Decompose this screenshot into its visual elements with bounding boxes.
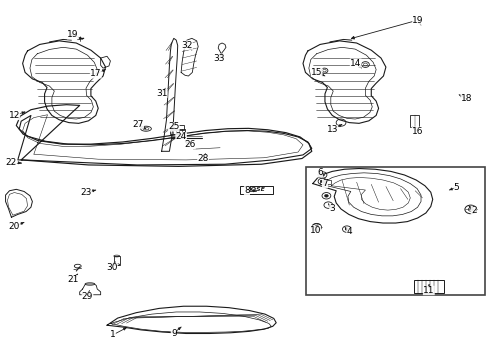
Text: 15: 15 [310,68,322,77]
Bar [171,125,183,130]
Bar [239,186,272,194]
Bar [413,280,444,293]
Text: 12: 12 [9,111,20,120]
Text: 14: 14 [349,59,361,68]
Text: 31: 31 [156,89,167,98]
Text: 3: 3 [329,204,334,213]
Text: 25: 25 [168,122,179,131]
Text: 2: 2 [470,206,475,215]
Text: 17: 17 [90,69,102,78]
Text: 23: 23 [80,188,92,197]
Text: 20: 20 [9,222,20,231]
Text: 6: 6 [317,168,322,177]
Text: 27: 27 [132,120,143,129]
Bar [305,167,485,296]
Text: 13: 13 [326,125,337,134]
Bar [409,116,418,127]
Text: 22: 22 [6,158,17,167]
Text: 33: 33 [213,54,224,63]
Text: 32: 32 [181,41,192,50]
Text: 26: 26 [184,140,195,149]
Text: 7: 7 [322,179,327,188]
Bar [320,180,330,184]
Bar [114,256,120,265]
Text: 10: 10 [309,226,320,235]
Text: 8: 8 [244,186,249,195]
Text: 29: 29 [81,292,93,301]
Text: 28: 28 [197,154,208,163]
Text: 18: 18 [460,94,471,103]
Text: 1: 1 [110,330,116,339]
Circle shape [320,174,324,176]
Text: 9: 9 [171,329,176,338]
Text: BOSE: BOSE [246,187,265,192]
Text: 30: 30 [106,263,118,272]
Text: 21: 21 [67,275,79,284]
Bar [170,129,184,134]
Circle shape [320,180,324,183]
Circle shape [324,194,328,197]
Text: 19: 19 [67,30,79,39]
Text: 11: 11 [422,286,434,295]
Text: 24: 24 [175,132,186,141]
Circle shape [314,225,318,228]
Text: 4: 4 [346,228,351,237]
Text: 16: 16 [411,127,423,136]
Text: 5: 5 [453,183,459,192]
Circle shape [344,228,348,230]
Text: 19: 19 [411,15,423,24]
